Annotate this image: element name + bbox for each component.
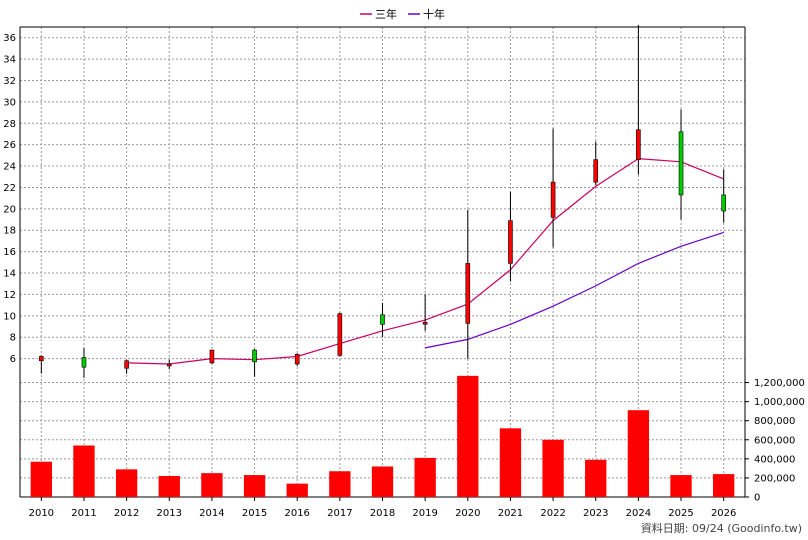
- x-tick-label: 2015: [242, 508, 267, 519]
- price-tick-label: 36: [3, 33, 16, 44]
- candlesticks: [39, 24, 726, 378]
- x-tick-label: 2021: [498, 508, 523, 519]
- price-tick-label: 34: [3, 55, 16, 66]
- price-tick-label: 18: [3, 226, 16, 237]
- candle-body: [508, 220, 513, 264]
- candle-body: [380, 314, 385, 325]
- candle-body: [337, 313, 343, 356]
- x-tick-label: 2024: [626, 508, 651, 519]
- price-tick-label: 22: [3, 183, 16, 194]
- legend-label: 三年: [375, 7, 397, 21]
- price-tick-label: 26: [3, 140, 16, 151]
- chart-legend: 三年 十年: [360, 7, 445, 21]
- volume-bar: [286, 483, 308, 497]
- volume-bar: [713, 474, 735, 497]
- x-tick-label: 2018: [370, 508, 395, 519]
- x-tick-label: 2025: [668, 508, 693, 519]
- x-tick-label: 2016: [284, 508, 309, 519]
- x-tick-label: 2017: [327, 508, 352, 519]
- price-tick-label: 24: [3, 162, 16, 173]
- x-tick-label: 2023: [583, 508, 608, 519]
- candle-body: [166, 363, 172, 367]
- candle-body: [636, 129, 641, 160]
- volume-bar: [371, 466, 394, 497]
- x-tick-label: 2022: [540, 508, 565, 519]
- price-tick-label: 10: [3, 311, 16, 322]
- volume-tick-label: 600,000: [754, 435, 795, 446]
- ma-line-十年: [424, 231, 724, 349]
- legend-label: 十年: [423, 7, 445, 21]
- x-tick-label: 2014: [199, 508, 224, 519]
- volume-bar: [670, 475, 692, 497]
- volume-tick-label: 200,000: [754, 473, 795, 484]
- axis-tick-labels: 6810121416182022242628303234360200,00040…: [3, 33, 805, 519]
- candle-body: [294, 354, 300, 365]
- candle-body: [678, 131, 684, 196]
- volume-tick-label: 1,200,000: [754, 378, 805, 389]
- candle-body: [209, 349, 215, 364]
- candle-body: [81, 357, 87, 368]
- volume-bar: [585, 459, 607, 497]
- candle-body: [550, 181, 556, 218]
- x-tick-label: 2020: [455, 508, 480, 519]
- price-tick-label: 30: [3, 97, 16, 108]
- candle-body: [721, 194, 726, 212]
- candle-body: [252, 349, 257, 363]
- price-tick-label: 20: [3, 204, 16, 215]
- price-tick-label: 16: [3, 247, 16, 258]
- x-tick-label: 2011: [71, 508, 96, 519]
- x-tick-label: 2010: [29, 508, 54, 519]
- volume-bar: [542, 439, 564, 497]
- volume-bar: [201, 473, 223, 497]
- volume-bar: [30, 461, 52, 497]
- price-tick-label: 6: [10, 354, 16, 365]
- volume-bar: [457, 375, 479, 497]
- volume-bar: [329, 471, 351, 497]
- price-tick-label: 32: [3, 76, 16, 87]
- price-tick-label: 8: [10, 333, 16, 344]
- ma-line-三年: [126, 157, 724, 365]
- volume-tick-label: 1,000,000: [754, 397, 805, 408]
- footer-date-source: 資料日期: 09/24 (Goodinfo.tw): [641, 521, 802, 535]
- x-tick-label: 2012: [114, 508, 139, 519]
- candle-body: [39, 356, 44, 362]
- x-tick-label: 2026: [711, 508, 736, 519]
- volume-tick-label: 400,000: [754, 454, 795, 465]
- candle-body: [465, 263, 471, 324]
- price-tick-label: 14: [3, 269, 16, 280]
- price-tick-label: 28: [3, 119, 16, 130]
- volume-bar: [627, 410, 650, 497]
- volume-tick-label: 800,000: [754, 416, 795, 427]
- x-tick-label: 2019: [412, 508, 437, 519]
- candle-body: [422, 321, 428, 325]
- volume-bar: [414, 457, 436, 497]
- candle-body: [593, 159, 599, 183]
- volume-bar: [158, 476, 180, 497]
- candle-body: [124, 360, 129, 369]
- volume-bar: [115, 469, 138, 497]
- volume-bars: [30, 375, 735, 497]
- volume-tick-label: 0: [754, 493, 760, 504]
- x-tick-label: 2013: [157, 508, 182, 519]
- moving-average-lines: [126, 157, 724, 365]
- price-tick-label: 12: [3, 290, 16, 301]
- volume-bar: [499, 428, 522, 497]
- volume-bar: [73, 445, 95, 497]
- volume-bar: [243, 475, 266, 497]
